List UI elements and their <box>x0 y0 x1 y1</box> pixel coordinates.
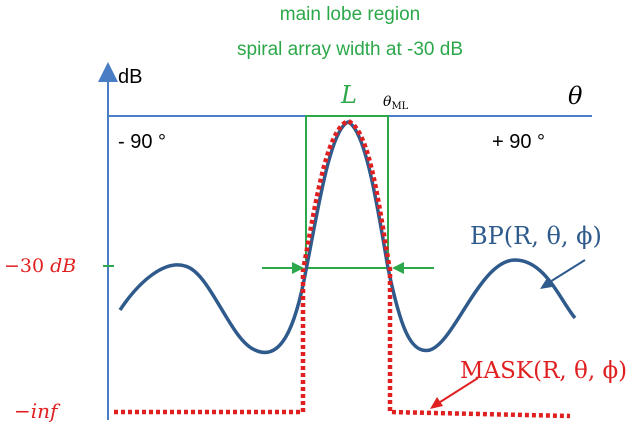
main-lobe-box <box>305 115 389 269</box>
theta-ml-label: θML <box>383 94 409 112</box>
mask-label: MASK(R, θ, ϕ) <box>460 358 627 384</box>
theta-ml-symbol: θ <box>383 94 392 110</box>
width-arrowhead-left <box>292 262 304 274</box>
level-30-unit: dB <box>50 255 76 277</box>
beampattern-label: BP(R, θ, ϕ) <box>470 222 602 250</box>
main-lobe-title: main lobe region <box>280 4 420 25</box>
bp-pointer-line <box>544 259 586 286</box>
theta-ml-subscript: ML <box>391 101 408 112</box>
level-30-label: −30 dB <box>4 255 76 277</box>
level-inf-label: −inf <box>14 399 61 423</box>
bp-pointer-head <box>540 278 552 289</box>
x-axis-label: θ <box>568 82 583 110</box>
level-30-number: −30 <box>4 255 44 277</box>
mask-curve <box>114 118 571 419</box>
left-limit-label: - 90 ° <box>118 131 166 153</box>
width-symbol: L <box>340 81 357 109</box>
width-arrowhead-right <box>392 262 404 274</box>
mask-pointer-head <box>430 397 443 409</box>
mask-pointer-line <box>436 377 479 405</box>
y-axis-label: dB <box>118 66 142 88</box>
beampattern-curve <box>118 120 577 355</box>
width-label: spiral array width at -30 dB <box>237 39 463 60</box>
right-limit-label: + 90 ° <box>492 131 545 153</box>
